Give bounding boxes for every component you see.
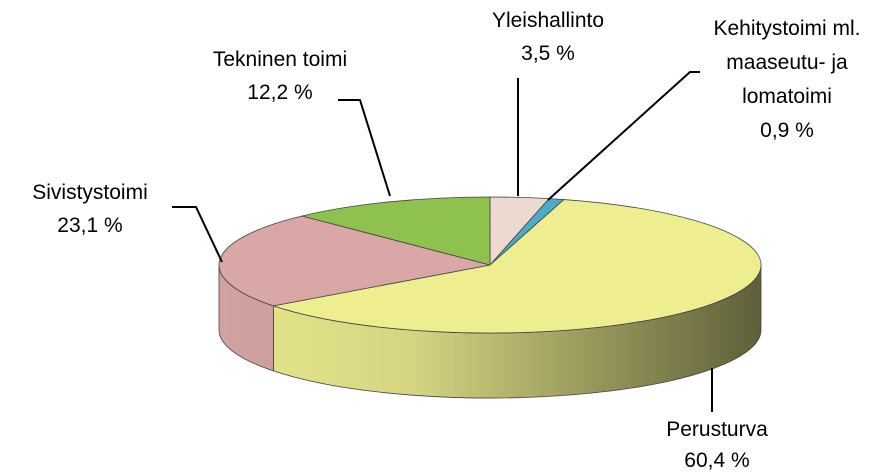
category-label: Yleishallinto bbox=[491, 9, 605, 32]
category-label: Perusturva bbox=[666, 418, 768, 441]
leader-line bbox=[338, 99, 391, 197]
pie-tops bbox=[218, 196, 762, 334]
value-label: 60,4 % bbox=[684, 449, 750, 472]
category-label: Kehitystoimi ml. maaseutu- ja lomatoimi bbox=[713, 17, 861, 108]
slice-label: Tekninen toimi 12,2 % bbox=[195, 43, 365, 109]
value-label: 3,5 % bbox=[521, 42, 575, 65]
category-label: Sivistystoimi bbox=[32, 181, 148, 204]
category-label: Tekninen toimi bbox=[212, 48, 348, 71]
slice-label: Yleishallinto 3,5 % bbox=[478, 4, 618, 70]
slice bbox=[302, 196, 491, 266]
value-label: 23,1 % bbox=[57, 214, 123, 237]
leader-line bbox=[172, 206, 223, 263]
value-label: 0,9 % bbox=[760, 119, 814, 142]
slice-label: Kehitystoimi ml. maaseutu- ja lomatoimi 0… bbox=[682, 12, 892, 148]
value-label: 12,2 % bbox=[247, 81, 313, 104]
slice-label: Perusturva 60,4 % bbox=[647, 414, 787, 475]
slice bbox=[271, 199, 762, 334]
slice-label: Sivistystoimi 23,1 % bbox=[10, 176, 170, 242]
leader-line bbox=[547, 71, 700, 201]
leader-lines bbox=[172, 71, 713, 412]
